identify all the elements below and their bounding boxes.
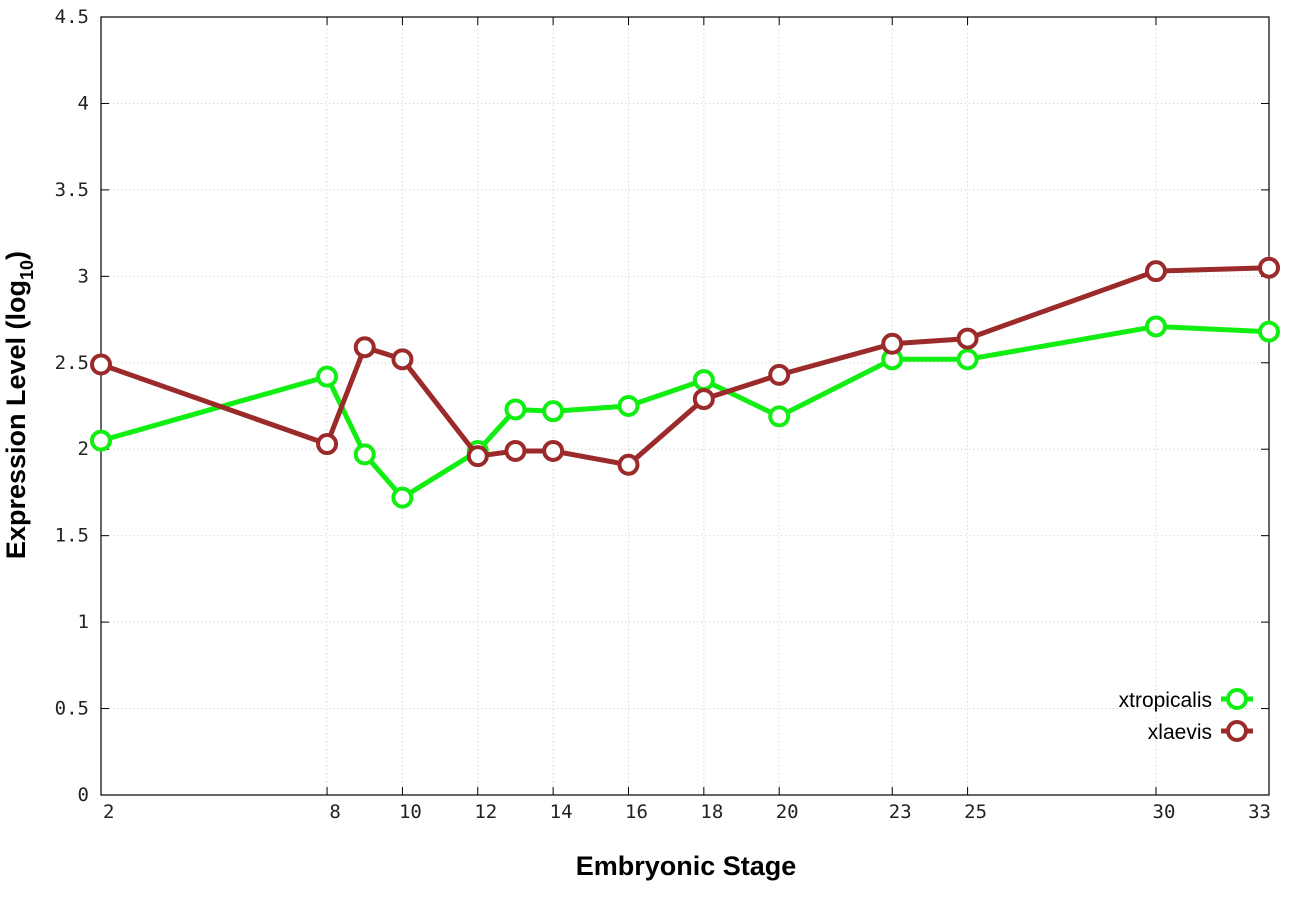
data-point-xtropicalis	[692, 369, 715, 392]
x-tick-label: 10	[399, 801, 422, 823]
series-xlaevis	[90, 256, 1280, 476]
y-tick-label: 2.5	[55, 352, 89, 374]
x-tick-label: 23	[889, 801, 912, 823]
data-point-xtropicalis	[316, 365, 339, 388]
data-point-xlaevis	[1258, 256, 1280, 279]
x-axis-title: Embryonic Stage	[576, 851, 797, 881]
x-tick-label: 16	[625, 801, 648, 823]
y-tick-label: 0	[78, 784, 89, 806]
data-point-xlaevis	[504, 439, 527, 462]
legend-swatch-marker-xtropicalis	[1226, 688, 1248, 710]
data-point-xlaevis	[1144, 260, 1167, 283]
data-point-xlaevis	[692, 388, 715, 411]
plot-frame	[100, 16, 1270, 796]
x-tick-label: 18	[700, 801, 723, 823]
x-tick-label: 12	[474, 801, 497, 823]
y-axis-title-close: )	[1, 251, 31, 260]
y-tick-label: 1.5	[55, 525, 89, 547]
data-point-xlaevis	[391, 348, 414, 371]
data-point-xtropicalis	[617, 395, 640, 417]
data-point-xtropicalis	[956, 348, 979, 371]
x-tick-label: 20	[776, 801, 799, 823]
data-point-xtropicalis	[1144, 315, 1167, 338]
y-axis-title: Expression Level (log10)	[1, 251, 37, 559]
y-tick-label: 4.5	[55, 6, 89, 28]
data-point-xlaevis	[466, 445, 489, 468]
legend-swatch-marker-xlaevis	[1226, 720, 1248, 742]
data-point-xtropicalis	[353, 443, 376, 466]
series-xtropicalis	[90, 315, 1280, 509]
data-point-xlaevis	[542, 439, 565, 462]
data-point-xlaevis	[90, 353, 112, 376]
y-tick-label: 1	[78, 611, 89, 633]
data-point-xtropicalis	[391, 486, 414, 509]
x-tick-label: 14	[550, 801, 573, 823]
data-point-xlaevis	[617, 453, 640, 476]
y-axis-title-subscript: 10	[17, 260, 37, 280]
y-tick-label: 0.5	[55, 698, 89, 720]
legend-label-xlaevis: xlaevis	[1148, 721, 1212, 744]
y-tick-label: 4	[78, 92, 89, 114]
x-tick-label: 33	[1248, 801, 1271, 823]
y-tick-label: 3	[78, 265, 89, 287]
data-point-xtropicalis	[1258, 320, 1280, 343]
data-series	[90, 256, 1280, 509]
x-tick-label: 2	[103, 801, 114, 823]
axis-ticks: 0 0.5 1 1.5 2 2.5 3 3.5 4 4.5 2 8 10 12 14 16 18 20 23 25 30…	[55, 6, 1271, 823]
grid-lines	[101, 17, 1269, 795]
data-point-xlaevis	[881, 332, 904, 355]
y-tick-label: 3.5	[55, 179, 89, 201]
data-point-xlaevis	[316, 433, 339, 456]
data-point-xlaevis	[353, 336, 376, 359]
data-point-xlaevis	[956, 327, 979, 350]
data-point-xtropicalis	[542, 400, 565, 423]
y-tick-label: 2	[78, 438, 89, 460]
x-tick-label: 25	[964, 801, 987, 823]
x-tick-label: 30	[1153, 801, 1176, 823]
x-tick-label: 8	[329, 801, 340, 823]
data-point-xlaevis	[768, 363, 791, 386]
y-axis-title-main: Expression Level (log	[1, 280, 31, 559]
data-point-xtropicalis	[768, 405, 791, 428]
series-line-xlaevis	[100, 265, 1270, 468]
series-line-xtropicalis	[100, 324, 1270, 501]
data-point-xtropicalis	[90, 429, 112, 452]
data-point-xtropicalis	[504, 398, 527, 421]
legend: xtropicalis xlaevis	[1119, 688, 1253, 744]
legend-label-xtropicalis: xtropicalis	[1119, 689, 1212, 712]
